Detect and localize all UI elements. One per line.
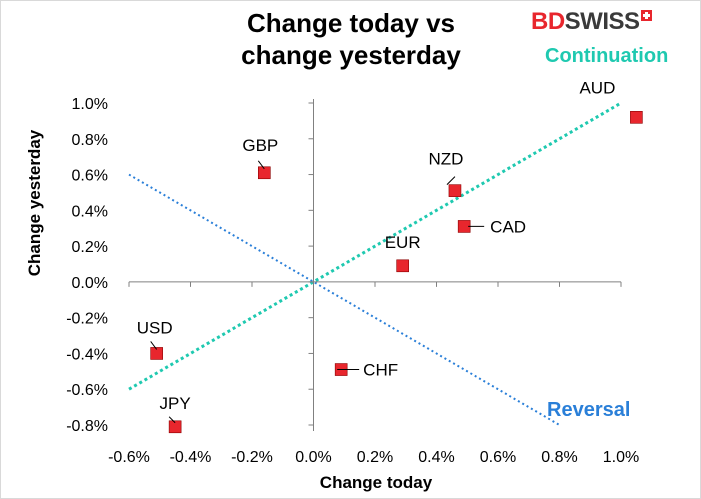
x-tick-label: 0.2%	[357, 449, 393, 466]
x-tick-label: -0.2%	[231, 449, 273, 466]
marker-usd	[150, 347, 163, 360]
point-aud: AUD	[579, 78, 643, 124]
axes	[128, 99, 622, 431]
point-cad: CAD	[457, 217, 526, 236]
x-tick-label: -0.4%	[170, 449, 212, 466]
point-label-eur: EUR	[385, 233, 421, 252]
logo-part-swiss: SWISS	[564, 8, 640, 35]
marker-eur	[396, 259, 409, 273]
leader-line	[257, 160, 265, 170]
marker-gbp	[257, 166, 271, 180]
y-tick-label: 0.4%	[72, 203, 108, 220]
point-label-cad: CAD	[490, 217, 526, 236]
x-tick-label: 0.8%	[541, 449, 577, 466]
x-tick-label: 1.0%	[603, 449, 639, 466]
y-tick-label: 0.0%	[72, 275, 108, 292]
point-label-gbp: GBP	[242, 136, 278, 155]
y-tick-label: 0.2%	[72, 239, 108, 256]
tick-labels: -0.6% -0.4% -0.2% 0.0% 0.2% 0.4% 0.6% 0.8% 1.0% -…	[66, 96, 639, 466]
y-tick-label: -0.2%	[66, 311, 108, 328]
chart-title-line-1: Change today vs	[246, 8, 456, 38]
y-tick-label: -0.6%	[66, 382, 108, 399]
point-label-aud: AUD	[579, 78, 615, 97]
x-tick-label: 0.4%	[418, 449, 454, 466]
leader-line	[446, 176, 456, 186]
bdswiss-logo: BDSWISS	[531, 9, 652, 35]
logo-part-bd: BD	[531, 8, 565, 35]
x-axis-label: Change today	[319, 473, 433, 492]
point-chf: CHF	[334, 361, 398, 380]
reference-line-continuation	[128, 101, 622, 391]
reversal-label: Reversal	[547, 399, 631, 421]
data-points: AUD NZD CAD EUR GBP CHF USD JPY	[137, 78, 643, 434]
x-tick-label: 0.6%	[480, 449, 516, 466]
marker-jpy	[168, 420, 182, 434]
point-nzd: NZD	[428, 150, 463, 197]
point-jpy: JPY	[160, 394, 191, 434]
leader-line	[150, 341, 158, 350]
y-tick-label: 1.0%	[72, 96, 108, 113]
marker-nzd	[448, 184, 462, 197]
point-label-chf: CHF	[363, 361, 398, 380]
point-gbp: GBP	[242, 136, 278, 180]
y-axis-label: Change yesterday	[25, 129, 44, 277]
y-tick-label: -0.4%	[66, 346, 108, 363]
point-label-usd: USD	[137, 318, 173, 337]
chart-title-line-2: change yesterday	[241, 40, 461, 70]
swiss-cross-icon	[640, 10, 652, 21]
marker-aud	[630, 111, 643, 124]
x-tick-label: 0.0%	[295, 449, 331, 466]
leader-line	[168, 416, 176, 424]
point-usd: USD	[137, 318, 173, 360]
reference-line-reversal	[128, 173, 561, 426]
point-label-nzd: NZD	[428, 150, 463, 169]
y-tick-label: 0.8%	[72, 132, 108, 149]
point-eur: EUR	[385, 233, 421, 273]
point-label-jpy: JPY	[160, 394, 191, 413]
reference-lines	[128, 101, 622, 426]
x-tick-label: -0.6%	[108, 449, 150, 466]
y-tick-label: 0.6%	[72, 168, 108, 185]
y-tick-label: -0.8%	[66, 418, 108, 435]
continuation-label: Continuation	[545, 45, 669, 67]
chart-title: Change today vs change yesterday	[201, 7, 501, 71]
